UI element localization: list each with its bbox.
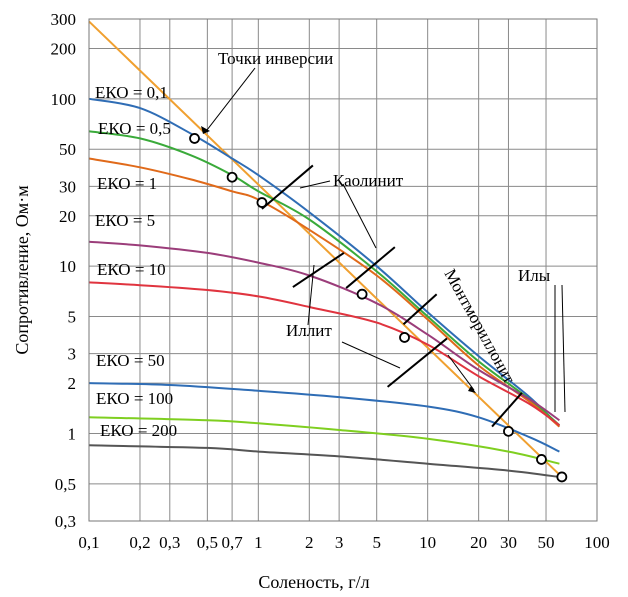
plot-frame — [88, 18, 598, 522]
annotation-montmorillonite: Монтмориллонит — [441, 266, 520, 387]
y-tick-label: 100 — [51, 90, 77, 109]
y-axis-title: Сопротивление, Ом·м — [12, 185, 32, 354]
cut-mark — [345, 246, 396, 289]
x-tick-label: 1 — [254, 533, 263, 552]
x-tick-label: 0,3 — [159, 533, 180, 552]
series-line-4 — [88, 281, 560, 427]
inversion-point — [556, 471, 568, 483]
inversion-line — [88, 20, 563, 478]
leader-line — [447, 354, 475, 391]
inversion-points — [189, 133, 568, 483]
y-tick-label: 50 — [59, 140, 76, 159]
x-tick-label: 3 — [335, 533, 344, 552]
inversion-point — [356, 288, 368, 300]
inversion-point — [503, 425, 514, 437]
inversion-point — [399, 332, 410, 343]
leader-line — [307, 264, 315, 326]
series-label-eko-200: ЕКО = 200 — [100, 421, 177, 440]
x-tick-label: 100 — [584, 533, 610, 552]
annotation-kaolinite: Каолинит — [333, 171, 404, 190]
y-tick-labels: 0,3 0,5 1 2 3 5 10 20 30 50 100 200 300 — [51, 10, 77, 531]
cut-mark — [402, 293, 438, 325]
y-tick-label: 5 — [68, 308, 77, 327]
x-tick-label: 30 — [500, 533, 517, 552]
cut-marks — [261, 164, 523, 428]
y-tick-label: 10 — [59, 257, 76, 276]
leader-line — [561, 284, 566, 413]
y-tick-label: 2 — [68, 374, 77, 393]
x-tick-label: 0,2 — [129, 533, 150, 552]
x-tick-label: 0,5 — [197, 533, 218, 552]
x-tick-label: 20 — [470, 533, 487, 552]
x-tick-label: 50 — [538, 533, 555, 552]
y-tick-label: 1 — [68, 425, 77, 444]
y-tick-label: 0,3 — [55, 512, 76, 531]
x-tick-label: 2 — [305, 533, 314, 552]
annotation-silts: Илы — [518, 266, 551, 285]
y-tick-label: 200 — [51, 39, 77, 58]
leader-lines — [201, 67, 566, 413]
y-tick-label: 300 — [51, 10, 77, 29]
cut-mark — [261, 164, 314, 210]
series-label-eko-0-1: ЕКО = 0,1 — [95, 83, 168, 102]
annotation-illite: Иллит — [286, 321, 332, 340]
x-tick-label: 10 — [419, 533, 436, 552]
x-axis-title: Соленость, г/л — [258, 572, 369, 592]
inversion-point — [226, 171, 238, 183]
series-line-1 — [88, 130, 561, 427]
x-tick-label: 0,1 — [78, 533, 99, 552]
series-line-7 — [88, 444, 560, 478]
y-tick-label: 0,5 — [55, 475, 76, 494]
leader-line — [299, 180, 331, 189]
series-lines — [88, 97, 561, 478]
cut-mark — [292, 252, 345, 288]
leader-arrowhead — [468, 386, 476, 393]
series-line-6 — [88, 416, 560, 465]
x-tick-label: 0,7 — [221, 533, 243, 552]
y-tick-label: 3 — [68, 345, 77, 364]
inversion-line-group — [88, 20, 563, 478]
leader-line — [342, 183, 377, 249]
series-label-eko-0-5: ЕКО = 0,5 — [98, 119, 171, 138]
leader-line — [341, 341, 401, 369]
leader-line — [206, 67, 256, 131]
x-tick-labels: 0,1 0,2 0,3 0,5 0,7 1 2 3 5 10 20 30 50 100 — [78, 533, 609, 552]
y-tick-label: 20 — [59, 207, 76, 226]
series-line-5 — [88, 382, 560, 453]
series-label-eko-50: ЕКО = 50 — [96, 351, 165, 370]
series-label-eko-100: ЕКО = 100 — [96, 389, 173, 408]
series-line-0 — [88, 97, 561, 428]
annotation-inversion-points: Точки инверсии — [218, 49, 333, 68]
leader-arrowhead — [201, 126, 210, 134]
series-label-eko-1: ЕКО = 1 — [97, 174, 157, 193]
series-line-2 — [88, 157, 561, 428]
cut-mark — [386, 337, 448, 388]
y-tick-label: 30 — [59, 177, 76, 196]
inversion-point — [256, 197, 268, 208]
inversion-point — [536, 454, 547, 465]
series-label-eko-10: ЕКО = 10 — [97, 260, 166, 279]
series-label-eko-5: ЕКО = 5 — [95, 211, 155, 230]
inversion-point — [189, 133, 200, 144]
cut-mark — [491, 392, 523, 428]
series-line-3 — [88, 240, 560, 422]
x-tick-label: 5 — [372, 533, 381, 552]
